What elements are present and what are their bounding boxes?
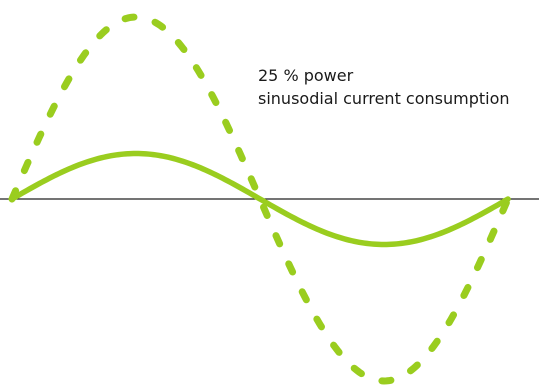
caption-power-label: 25 % power bbox=[258, 66, 354, 85]
power-caption: 25 % power sinusodial current consumptio… bbox=[258, 64, 510, 110]
quarter-power-solid-sine-wave bbox=[9, 150, 511, 248]
caption-description: sinusodial current consumption bbox=[258, 89, 510, 108]
